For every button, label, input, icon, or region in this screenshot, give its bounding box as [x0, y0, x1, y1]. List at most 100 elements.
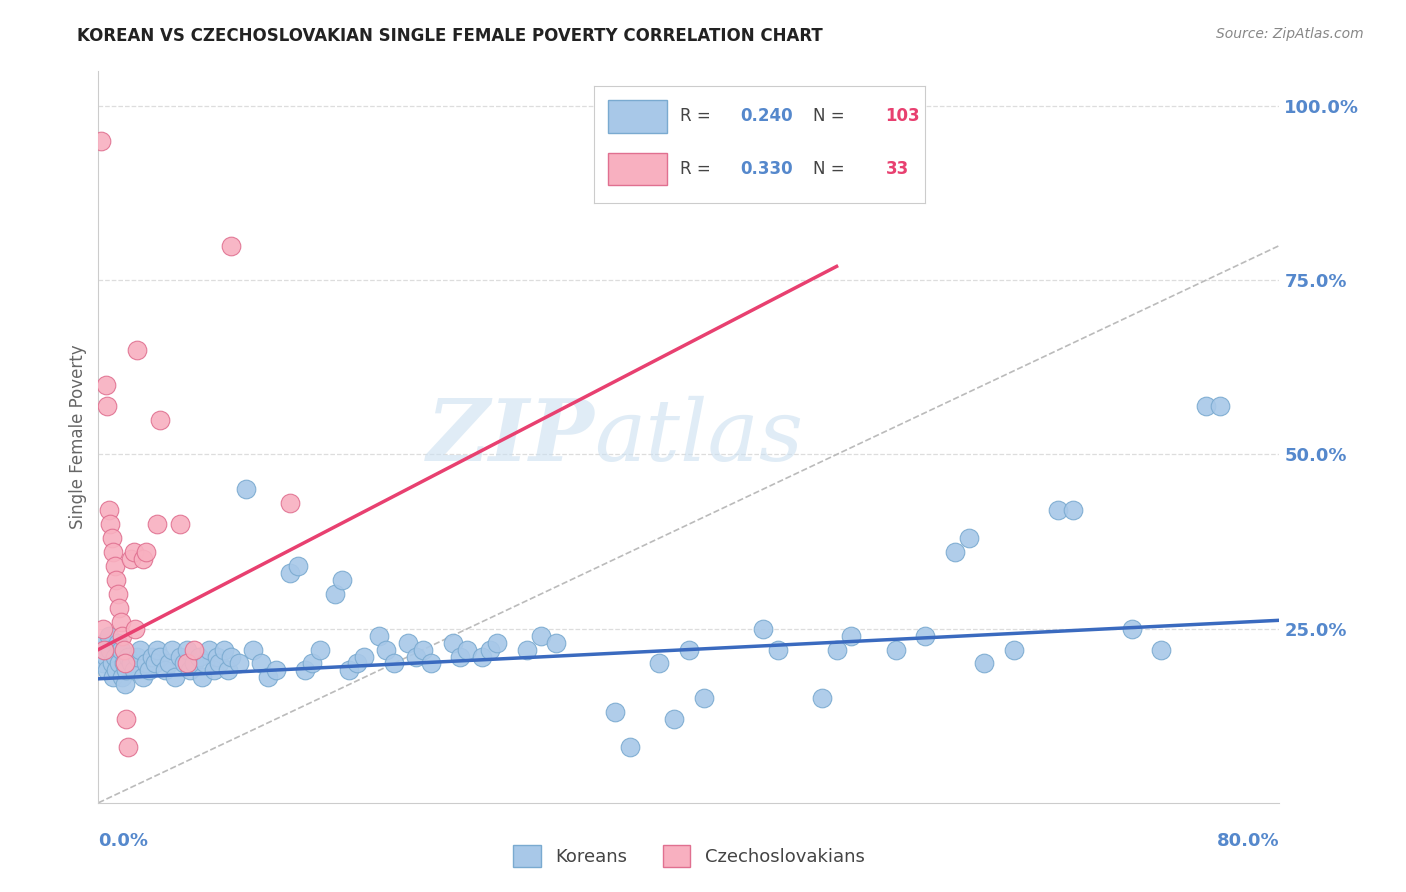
- Point: [471, 649, 494, 664]
- Point: [257, 670, 280, 684]
- Point: [323, 587, 346, 601]
- Point: [125, 343, 148, 357]
- Text: 80.0%: 80.0%: [1216, 832, 1279, 850]
- Point: [339, 664, 361, 678]
- Point: [198, 642, 221, 657]
- Point: [112, 642, 135, 657]
- Point: [419, 657, 441, 671]
- Text: 0.0%: 0.0%: [98, 832, 149, 850]
- Point: [124, 622, 146, 636]
- Point: [100, 531, 122, 545]
- Point: [693, 691, 716, 706]
- Point: [516, 642, 538, 657]
- Point: [412, 642, 434, 657]
- Point: [810, 691, 832, 706]
- Point: [153, 664, 176, 678]
- Point: [141, 649, 163, 664]
- Point: [294, 664, 316, 678]
- Point: [382, 657, 405, 671]
- Point: [1195, 399, 1218, 413]
- Point: [228, 657, 250, 671]
- Point: [122, 664, 145, 678]
- Point: [183, 657, 205, 671]
- Point: [98, 642, 121, 657]
- Point: [368, 629, 391, 643]
- Point: [105, 573, 128, 587]
- Point: [135, 657, 157, 671]
- Point: [191, 670, 214, 684]
- Point: [93, 642, 115, 657]
- Text: ZIP: ZIP: [426, 395, 595, 479]
- Point: [120, 657, 142, 671]
- Point: [128, 642, 150, 657]
- Point: [104, 649, 127, 664]
- Point: [103, 545, 125, 559]
- Point: [250, 657, 273, 671]
- Legend: Koreans, Czechoslovakians: Koreans, Czechoslovakians: [506, 838, 872, 874]
- Point: [96, 399, 118, 413]
- Point: [132, 552, 155, 566]
- Point: [287, 558, 309, 573]
- Point: [143, 657, 166, 671]
- Point: [165, 670, 187, 684]
- Point: [973, 657, 995, 671]
- Point: [678, 642, 700, 657]
- Point: [157, 657, 180, 671]
- Point: [98, 517, 121, 532]
- Point: [90, 134, 112, 148]
- Point: [530, 629, 553, 643]
- Point: [112, 657, 135, 671]
- Point: [117, 740, 139, 755]
- Point: [264, 664, 287, 678]
- Point: [91, 622, 114, 636]
- Point: [959, 531, 981, 545]
- Point: [179, 664, 201, 678]
- Point: [114, 677, 136, 691]
- Y-axis label: Single Female Poverty: Single Female Poverty: [69, 345, 87, 529]
- Point: [104, 558, 127, 573]
- Point: [96, 664, 118, 678]
- Point: [108, 657, 131, 671]
- Point: [605, 705, 627, 719]
- Point: [173, 657, 195, 671]
- Point: [884, 642, 907, 657]
- Point: [330, 573, 353, 587]
- Point: [110, 642, 132, 657]
- Point: [176, 642, 198, 657]
- Point: [138, 664, 160, 678]
- Point: [114, 657, 136, 671]
- Point: [405, 649, 427, 664]
- Point: [149, 412, 172, 426]
- Point: [280, 496, 302, 510]
- Point: [208, 657, 231, 671]
- Point: [94, 649, 117, 664]
- Point: [146, 517, 169, 532]
- Point: [202, 664, 225, 678]
- Point: [648, 657, 671, 671]
- Point: [441, 635, 464, 649]
- Point: [457, 642, 479, 657]
- Point: [221, 649, 243, 664]
- Point: [115, 712, 138, 726]
- Point: [97, 503, 120, 517]
- Point: [115, 664, 138, 678]
- Point: [169, 649, 191, 664]
- Point: [280, 566, 302, 580]
- Point: [212, 642, 235, 657]
- Text: Source: ZipAtlas.com: Source: ZipAtlas.com: [1216, 27, 1364, 41]
- Point: [107, 635, 129, 649]
- Point: [235, 483, 257, 497]
- Point: [1150, 642, 1173, 657]
- Point: [546, 635, 568, 649]
- Point: [122, 545, 145, 559]
- Point: [94, 377, 117, 392]
- Point: [135, 545, 157, 559]
- Point: [664, 712, 686, 726]
- Point: [205, 649, 228, 664]
- Point: [1209, 399, 1232, 413]
- Point: [353, 649, 375, 664]
- Point: [125, 649, 148, 664]
- Point: [111, 670, 134, 684]
- Text: atlas: atlas: [595, 396, 804, 478]
- Point: [766, 642, 789, 657]
